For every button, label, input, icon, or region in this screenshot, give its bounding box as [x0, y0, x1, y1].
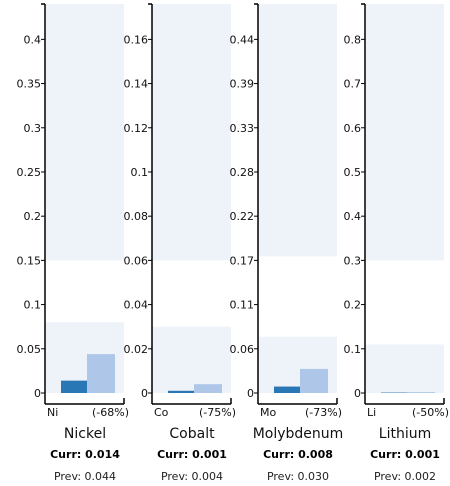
ni-name-label: Nickel: [64, 426, 106, 442]
mo-y-tick-label: 0.33: [230, 122, 255, 135]
mo-y-tick-label: 0.28: [230, 166, 255, 179]
co-y-tick-label: 0.1: [131, 166, 149, 179]
mo-range-band-1: [258, 4, 337, 257]
ni-curr-label: Curr: 0.014: [50, 448, 120, 461]
li-y-tick-label: 0: [354, 387, 361, 400]
li-prev-bar: [407, 392, 435, 393]
li-range-band-1: [365, 4, 444, 261]
co-y-tick-label: 0.06: [124, 254, 149, 267]
li-y-tick-label: 0.8: [344, 33, 362, 46]
li-range-band-0: [365, 344, 444, 393]
li-y-tick-label: 0.6: [344, 122, 362, 135]
co-y-tick-label: 0.12: [124, 122, 149, 135]
li-curr-label: Curr: 0.001: [370, 448, 440, 461]
li-change-label: (-50%): [412, 406, 449, 419]
co-y-tick-label: 0.04: [124, 299, 149, 312]
ni-y-tick-label: 0.35: [17, 78, 42, 91]
co-name-label: Cobalt: [169, 426, 215, 442]
ni-curr-bar: [61, 380, 88, 393]
co-curr-bar: [168, 390, 195, 393]
li-y-tick-label: 0.3: [344, 254, 362, 267]
co-prev-bar: [194, 384, 222, 393]
co-range-band-1: [152, 4, 231, 261]
li-y-tick-label: 0.2: [344, 299, 362, 312]
mo-prev-bar: [300, 368, 328, 393]
li-y-tick-label: 0.4: [344, 210, 362, 223]
co-y-tick-label: 0: [141, 387, 148, 400]
ni-y-tick-label: 0.3: [24, 122, 42, 135]
co-y-tick-label: 0.14: [124, 78, 149, 91]
ni-y-tick-label: 0.25: [17, 166, 42, 179]
mo-symbol-label: Mo: [260, 406, 276, 419]
mo-y-tick-label: 0.44: [230, 33, 255, 46]
mo-curr-label: Curr: 0.008: [263, 448, 333, 461]
li-symbol-label: Li: [367, 406, 376, 419]
ni-y-tick-label: 0.05: [17, 343, 42, 356]
ni-symbol-label: Ni: [47, 406, 58, 419]
ni-y-tick-label: 0.2: [24, 210, 42, 223]
ni-y-tick-label: 0: [34, 387, 41, 400]
co-y-tick-label: 0.02: [124, 343, 149, 356]
ni-prev-label: Prev: 0.044: [54, 470, 116, 483]
mo-y-tick-label: 0.17: [230, 254, 255, 267]
co-curr-label: Curr: 0.001: [157, 448, 227, 461]
li-y-tick-label: 0.1: [344, 343, 362, 356]
li-y-tick-label: 0.7: [344, 78, 362, 91]
co-y-tick-label: 0.08: [124, 210, 149, 223]
ni-y-tick-label: 0.1: [24, 299, 42, 312]
mo-name-label: Molybdenum: [253, 426, 344, 442]
co-range-band-0: [152, 326, 231, 393]
ni-prev-bar: [87, 354, 115, 393]
co-y-tick-label: 0.16: [124, 33, 149, 46]
mo-curr-bar: [274, 386, 301, 393]
co-symbol-label: Co: [154, 406, 169, 419]
mo-y-tick-label: 0.22: [230, 210, 255, 223]
ni-range-band-1: [45, 4, 124, 261]
mo-y-tick-label: 0.39: [230, 78, 255, 91]
li-y-tick-label: 0.5: [344, 166, 362, 179]
mo-prev-label: Prev: 0.030: [267, 470, 329, 483]
co-change-label: (-75%): [199, 406, 236, 419]
li-prev-label: Prev: 0.002: [374, 470, 436, 483]
ni-y-tick-label: 0.4: [24, 33, 42, 46]
mo-y-tick-label: 0.11: [230, 299, 255, 312]
mo-y-tick-label: 0: [247, 387, 254, 400]
ni-y-tick-label: 0.15: [17, 254, 42, 267]
co-prev-label: Prev: 0.004: [161, 470, 223, 483]
ni-change-label: (-68%): [92, 406, 129, 419]
li-name-label: Lithium: [379, 426, 431, 442]
mo-change-label: (-73%): [305, 406, 342, 419]
mo-y-tick-label: 0.06: [230, 343, 255, 356]
